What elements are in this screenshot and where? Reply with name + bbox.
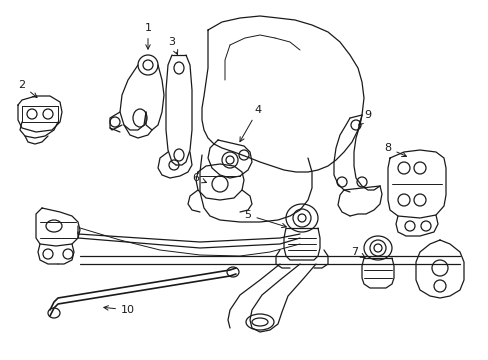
Text: 7: 7 — [351, 247, 365, 257]
Text: 3: 3 — [168, 37, 177, 54]
Text: 1: 1 — [144, 23, 151, 49]
Text: 4: 4 — [240, 105, 261, 141]
Text: 2: 2 — [19, 80, 37, 98]
Text: 8: 8 — [384, 143, 406, 157]
Text: 10: 10 — [103, 305, 135, 315]
Text: 6: 6 — [192, 173, 206, 183]
Text: 5: 5 — [244, 210, 286, 228]
Text: 9: 9 — [358, 110, 371, 125]
